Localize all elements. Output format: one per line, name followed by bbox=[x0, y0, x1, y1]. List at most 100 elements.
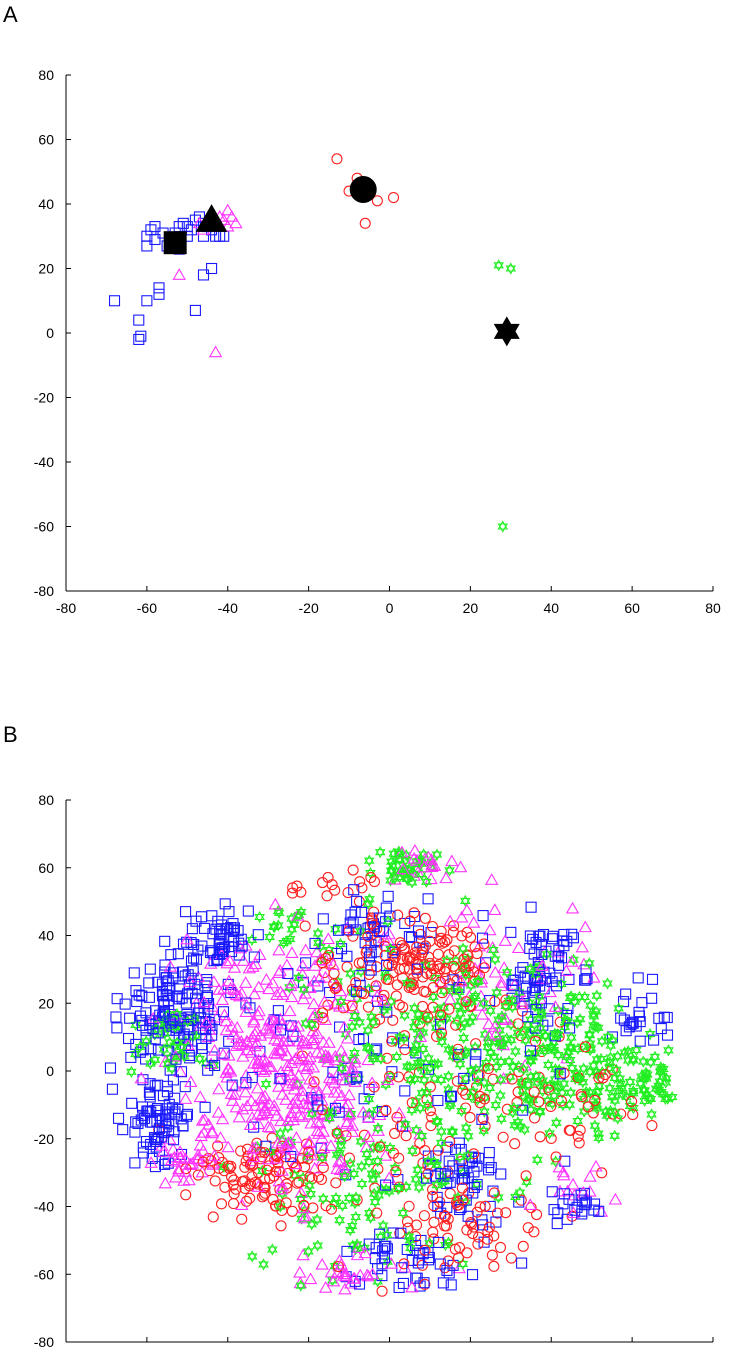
hexagram-point bbox=[510, 1045, 521, 1058]
triangle-point bbox=[427, 859, 442, 872]
triangle-point bbox=[283, 1018, 297, 1031]
circle-point bbox=[509, 1138, 521, 1150]
triangle-point bbox=[237, 1077, 252, 1090]
triangle-point bbox=[472, 939, 487, 952]
hexagram-point bbox=[469, 1041, 481, 1054]
triangle-point bbox=[262, 1013, 277, 1026]
hexagram-point bbox=[409, 1002, 420, 1015]
triangle-point bbox=[207, 1149, 222, 1161]
square-point bbox=[136, 990, 148, 1002]
circle-point bbox=[316, 1104, 328, 1116]
hexagram-point bbox=[627, 1084, 639, 1098]
triangle-point bbox=[361, 1111, 376, 1123]
triangle-point bbox=[548, 1000, 563, 1012]
circle-point bbox=[376, 1285, 388, 1297]
hexagram-point bbox=[490, 1060, 502, 1074]
triangle-point bbox=[297, 1211, 312, 1224]
triangle-point bbox=[289, 1131, 304, 1143]
hexagram-point bbox=[566, 1062, 578, 1075]
square-point bbox=[219, 898, 231, 910]
circle-point bbox=[528, 1086, 540, 1098]
hexagram-point bbox=[317, 1192, 329, 1205]
square-point bbox=[248, 1121, 260, 1133]
circle-point bbox=[406, 1097, 418, 1109]
square-point bbox=[200, 1024, 212, 1036]
hexagram-point bbox=[171, 1008, 183, 1021]
y-tick-label-a: 80 bbox=[38, 67, 54, 83]
square-point bbox=[142, 1105, 154, 1117]
hexagram-point bbox=[525, 1054, 537, 1067]
triangle-point bbox=[296, 992, 311, 1005]
square-point bbox=[524, 930, 536, 942]
triangle-point bbox=[190, 1152, 205, 1165]
hexagram-point bbox=[306, 1218, 317, 1231]
triangle-point bbox=[295, 1084, 310, 1096]
circle-point bbox=[215, 1198, 228, 1210]
circle-point bbox=[646, 1120, 658, 1132]
x-tick-label-a: 80 bbox=[705, 600, 721, 616]
centroid-circle-point bbox=[349, 175, 377, 203]
triangle-point bbox=[488, 1027, 503, 1040]
circle-point bbox=[419, 912, 431, 924]
circle-point bbox=[225, 1160, 237, 1172]
triangle-point bbox=[307, 974, 321, 987]
circle-point bbox=[343, 1152, 355, 1164]
hexagram-point bbox=[574, 1013, 586, 1026]
circle-point bbox=[582, 1101, 594, 1113]
square-point bbox=[462, 1172, 474, 1184]
hexagram-point bbox=[619, 1046, 631, 1059]
triangle-point bbox=[482, 1017, 496, 1030]
hexagram-point bbox=[134, 1040, 146, 1054]
triangle-point bbox=[220, 956, 234, 969]
y-tick-label-b: -60 bbox=[34, 1266, 54, 1282]
y-tick-label-a: -80 bbox=[34, 583, 54, 599]
triangle-point bbox=[337, 1050, 351, 1063]
hexagram-point bbox=[293, 971, 305, 984]
square-point bbox=[534, 974, 547, 986]
triangle-point bbox=[244, 1046, 259, 1058]
hexagram-point bbox=[604, 1055, 616, 1069]
triangle-point bbox=[221, 219, 235, 232]
y-tick-label-b: -40 bbox=[34, 1199, 54, 1215]
triangle-point bbox=[207, 1043, 222, 1056]
triangle-point bbox=[307, 1031, 321, 1044]
circle-point bbox=[529, 1112, 541, 1124]
triangle-point bbox=[215, 1112, 230, 1125]
hexagram-point bbox=[351, 1238, 363, 1251]
triangle-point bbox=[304, 1148, 318, 1161]
square-point bbox=[627, 1017, 639, 1029]
square-point bbox=[458, 1072, 470, 1084]
square-point bbox=[384, 910, 396, 922]
hexagram-point bbox=[368, 1187, 380, 1200]
circle-point bbox=[435, 932, 447, 944]
triangle-point bbox=[263, 1120, 278, 1133]
hexagram-point bbox=[577, 1076, 589, 1089]
triangle-point bbox=[286, 1097, 300, 1109]
square-point bbox=[363, 951, 376, 963]
square-point bbox=[146, 1152, 158, 1164]
circle-point bbox=[393, 999, 405, 1011]
square-point bbox=[149, 221, 161, 233]
triangle-point bbox=[466, 916, 481, 928]
square-point bbox=[178, 1028, 190, 1040]
triangle-point bbox=[277, 1141, 291, 1154]
triangle-point bbox=[240, 1034, 254, 1047]
triangle-point bbox=[377, 931, 391, 943]
square-point bbox=[336, 943, 348, 955]
triangle-point bbox=[453, 860, 468, 873]
triangle-point bbox=[195, 1154, 209, 1167]
hexagram-point bbox=[591, 989, 603, 1002]
triangle-point bbox=[251, 1053, 266, 1066]
circle-point bbox=[368, 906, 380, 918]
square-point bbox=[546, 933, 558, 945]
hexagram-point bbox=[350, 1191, 362, 1204]
square-point bbox=[158, 998, 170, 1010]
circle-point bbox=[419, 1145, 431, 1157]
triangle-point bbox=[225, 1094, 240, 1106]
triangle-point bbox=[251, 1008, 265, 1021]
circle-point bbox=[435, 1009, 447, 1021]
triangle-point bbox=[178, 1092, 193, 1104]
triangle-point bbox=[239, 1005, 253, 1017]
hexagram-point bbox=[451, 1014, 463, 1027]
hexagram-point bbox=[366, 1010, 377, 1023]
